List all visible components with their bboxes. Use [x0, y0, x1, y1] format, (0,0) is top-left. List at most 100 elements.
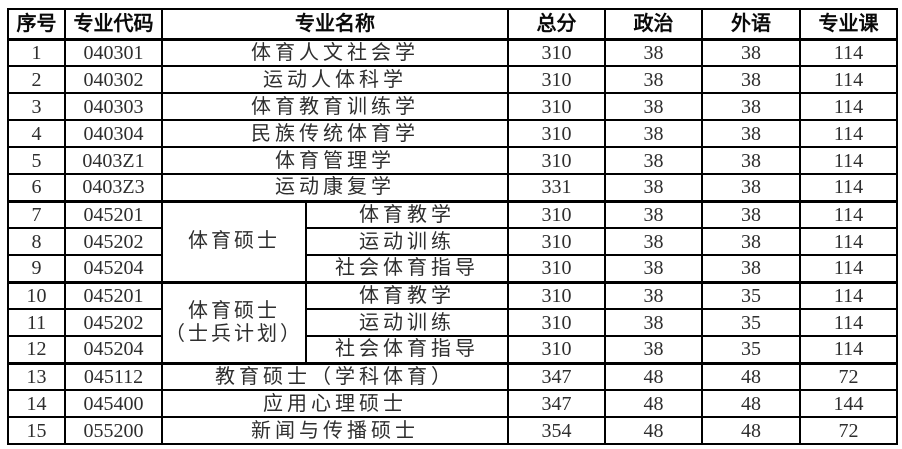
table-row: 10 045201 体育硕士 （士兵计划） 体育教学 310 38 35 114 — [7, 280, 898, 364]
politics-score-cell: 48 — [604, 361, 703, 391]
table-row: 9 045204 社会体育指导 310 38 38 114 — [7, 254, 898, 283]
sub-name-cell: 运动训练 — [305, 227, 509, 256]
major-course-score-cell: 114 — [799, 92, 898, 121]
foreign-language-score-cell: 48 — [701, 361, 801, 391]
major-name-cell: 体育教育训练学 — [161, 92, 509, 121]
total-score-cell: 310 — [507, 335, 606, 364]
sub-name-cell: 体育教学 — [305, 199, 509, 229]
column-header-total: 总分 — [507, 8, 606, 41]
total-score-cell: 310 — [507, 119, 606, 148]
total-score-cell: 310 — [507, 146, 606, 175]
total-score-cell: 347 — [507, 361, 606, 391]
column-header-foreign: 外语 — [701, 8, 801, 41]
group-name-line2: （士兵计划） — [165, 322, 303, 345]
politics-score-cell: 38 — [604, 65, 703, 94]
major-code-cell: 045201 — [64, 280, 163, 310]
major-course-score-cell: 114 — [799, 38, 898, 67]
major-course-score-cell: 114 — [799, 199, 898, 229]
major-code-cell: 045202 — [64, 308, 163, 337]
row-index-cell: 1 — [7, 38, 66, 67]
total-score-cell: 331 — [507, 173, 606, 202]
header-row: 序号 专业代码 专业名称 总分 政治 外语 专业课 — [7, 8, 898, 41]
group-name-cell: 体育硕士 （士兵计划） — [161, 280, 307, 364]
row-index-cell: 4 — [7, 119, 66, 148]
sub-name-cell: 社会体育指导 — [305, 335, 509, 364]
total-score-cell: 354 — [507, 416, 606, 445]
table-row: 11 045202 运动训练 310 38 35 114 — [7, 308, 898, 337]
admission-scores-table: 序号 专业代码 专业名称 总分 政治 外语 专业课 1 040301 体育人文社… — [7, 8, 898, 445]
major-code-cell: 040303 — [64, 92, 163, 121]
politics-score-cell: 38 — [604, 335, 703, 364]
row-index-cell: 6 — [7, 173, 66, 202]
sub-name-cell: 运动训练 — [305, 308, 509, 337]
major-code-cell: 040301 — [64, 38, 163, 67]
column-header-index: 序号 — [7, 8, 66, 41]
total-score-cell: 310 — [507, 227, 606, 256]
foreign-language-score-cell: 38 — [701, 146, 801, 175]
major-course-score-cell: 114 — [799, 119, 898, 148]
table-row: 2 040302 运动人体科学 310 38 38 114 — [7, 65, 898, 94]
row-index-cell: 10 — [7, 280, 66, 310]
major-code-cell: 045204 — [64, 254, 163, 283]
major-name-cell: 民族传统体育学 — [161, 119, 509, 148]
row-index-cell: 8 — [7, 227, 66, 256]
politics-score-cell: 38 — [604, 173, 703, 202]
row-index-cell: 14 — [7, 389, 66, 418]
foreign-language-score-cell: 38 — [701, 38, 801, 67]
major-code-cell: 045400 — [64, 389, 163, 418]
row-index-cell: 11 — [7, 308, 66, 337]
table-row: 12 045204 社会体育指导 310 38 35 114 — [7, 335, 898, 364]
row-index-cell: 12 — [7, 335, 66, 364]
row-index-cell: 3 — [7, 92, 66, 121]
major-course-score-cell: 114 — [799, 227, 898, 256]
table-row: 8 045202 运动训练 310 38 38 114 — [7, 227, 898, 256]
total-score-cell: 310 — [507, 92, 606, 121]
politics-score-cell: 38 — [604, 146, 703, 175]
row-index-cell: 2 — [7, 65, 66, 94]
politics-score-cell: 38 — [604, 227, 703, 256]
total-score-cell: 310 — [507, 65, 606, 94]
column-header-course: 专业课 — [799, 8, 898, 41]
table-row: 4 040304 民族传统体育学 310 38 38 114 — [7, 119, 898, 148]
foreign-language-score-cell: 38 — [701, 92, 801, 121]
politics-score-cell: 48 — [604, 389, 703, 418]
column-header-name: 专业名称 — [161, 8, 509, 41]
politics-score-cell: 38 — [604, 254, 703, 283]
politics-score-cell: 48 — [604, 416, 703, 445]
table-row: 13 045112 教育硕士（学科体育） 347 48 48 72 — [7, 361, 898, 391]
total-score-cell: 310 — [507, 38, 606, 67]
foreign-language-score-cell: 38 — [701, 199, 801, 229]
politics-score-cell: 38 — [604, 119, 703, 148]
major-name-cell: 运动人体科学 — [161, 65, 509, 94]
total-score-cell: 310 — [507, 280, 606, 310]
foreign-language-score-cell: 38 — [701, 227, 801, 256]
foreign-language-score-cell: 35 — [701, 335, 801, 364]
major-course-score-cell: 114 — [799, 254, 898, 283]
major-code-cell: 045204 — [64, 335, 163, 364]
row-index-cell: 13 — [7, 361, 66, 391]
major-course-score-cell: 114 — [799, 335, 898, 364]
total-score-cell: 310 — [507, 308, 606, 337]
major-course-score-cell: 114 — [799, 65, 898, 94]
table-row: 14 045400 应用心理硕士 347 48 48 144 — [7, 389, 898, 418]
table-row: 15 055200 新闻与传播硕士 354 48 48 72 — [7, 416, 898, 445]
column-header-code: 专业代码 — [64, 8, 163, 41]
major-name-cell: 应用心理硕士 — [161, 389, 509, 418]
total-score-cell: 310 — [507, 254, 606, 283]
major-code-cell: 040302 — [64, 65, 163, 94]
foreign-language-score-cell: 48 — [701, 416, 801, 445]
major-code-cell: 045201 — [64, 199, 163, 229]
total-score-cell: 310 — [507, 199, 606, 229]
table-row: 6 0403Z3 运动康复学 331 38 38 114 — [7, 173, 898, 202]
major-name-cell: 新闻与传播硕士 — [161, 416, 509, 445]
column-header-politics: 政治 — [604, 8, 703, 41]
major-name-cell: 体育人文社会学 — [161, 38, 509, 67]
politics-score-cell: 38 — [604, 92, 703, 121]
foreign-language-score-cell: 48 — [701, 389, 801, 418]
foreign-language-score-cell: 35 — [701, 280, 801, 310]
politics-score-cell: 38 — [604, 280, 703, 310]
total-score-cell: 347 — [507, 389, 606, 418]
foreign-language-score-cell: 38 — [701, 173, 801, 202]
major-course-score-cell: 72 — [799, 361, 898, 391]
